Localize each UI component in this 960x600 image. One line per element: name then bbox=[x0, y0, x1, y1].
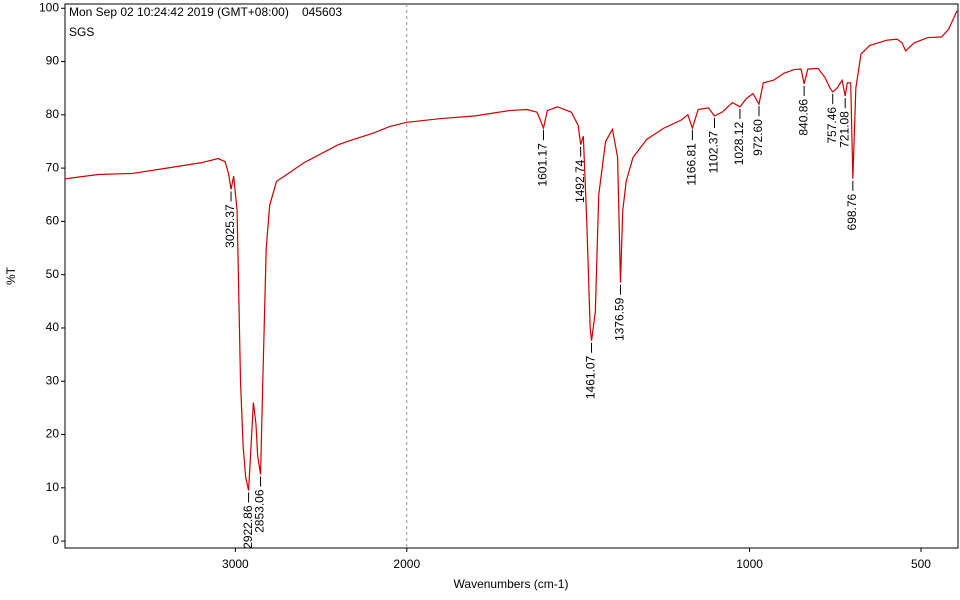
y-tick-label: 100 bbox=[39, 0, 59, 14]
spectrum-line bbox=[65, 10, 958, 491]
peak-label: 1166.81 bbox=[685, 143, 699, 186]
y-tick-label: 90 bbox=[46, 54, 60, 68]
y-tick-label: 50 bbox=[46, 267, 60, 281]
peak-label: 2853.06 bbox=[253, 489, 267, 533]
peak-label: 972.60 bbox=[751, 119, 765, 156]
peak-label: 757.46 bbox=[825, 107, 839, 144]
plot-frame bbox=[64, 3, 959, 549]
y-tick-label: 60 bbox=[46, 214, 60, 228]
y-tick-label: 10 bbox=[46, 480, 60, 494]
x-tick-label: 500 bbox=[911, 557, 931, 571]
sample-id: 045603 bbox=[302, 5, 342, 19]
x-tick-label: 3000 bbox=[222, 557, 249, 571]
y-tick-label: 20 bbox=[46, 427, 60, 441]
y-tick-label: 30 bbox=[46, 373, 60, 387]
x-tick-label: 1000 bbox=[736, 557, 763, 571]
peak-label: 3025.37 bbox=[223, 204, 237, 248]
peak-label: 2922.86 bbox=[241, 505, 255, 549]
y-tick-label: 40 bbox=[46, 320, 60, 334]
peak-label: 1601.17 bbox=[536, 143, 550, 187]
header: Mon Sep 02 10:24:42 2019 (GMT+08:00) bbox=[69, 5, 289, 19]
subtitle: SGS bbox=[69, 25, 94, 39]
peak-label: 1028.12 bbox=[732, 122, 746, 166]
y-tick-label: 70 bbox=[46, 160, 60, 174]
x-tick-label: 2000 bbox=[393, 557, 420, 571]
peak-label: 698.76 bbox=[845, 193, 859, 230]
x-axis-label: Wavenumbers (cm-1) bbox=[454, 577, 569, 591]
peak-label: 1461.07 bbox=[584, 355, 598, 399]
peak-label: 1492.74 bbox=[573, 159, 587, 203]
y-axis-label: %T bbox=[4, 266, 18, 285]
peak-label: 1102.37 bbox=[707, 131, 721, 174]
peak-label: 721.08 bbox=[837, 111, 851, 148]
peak-label: 840.86 bbox=[796, 99, 810, 136]
peak-label: 1376.59 bbox=[613, 297, 627, 341]
y-tick-label: 80 bbox=[46, 107, 60, 121]
y-tick-label: 0 bbox=[52, 533, 59, 547]
